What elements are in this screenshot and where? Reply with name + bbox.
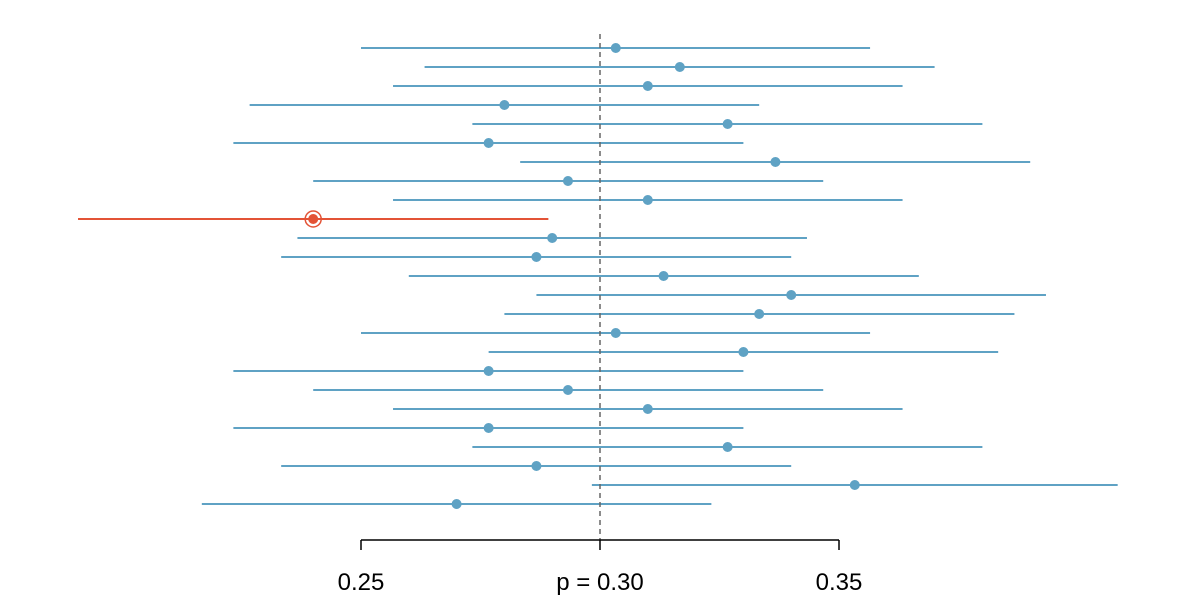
interval [313, 176, 824, 186]
estimate-point [642, 404, 653, 414]
x-tick-label: 0.35 [816, 569, 863, 596]
estimate-point [547, 233, 558, 243]
estimate-point [483, 423, 494, 433]
interval [424, 62, 935, 72]
estimate-point [642, 81, 653, 91]
interval [520, 157, 1031, 167]
x-axis: 0.25 p = 0.30 0.35 [338, 539, 863, 596]
estimate-point [642, 195, 653, 205]
interval [472, 442, 983, 452]
estimate-point [451, 499, 462, 509]
estimate-point [770, 157, 781, 167]
interval [249, 100, 760, 110]
x-tick-label: p = 0.30 [556, 569, 643, 596]
estimate-point [483, 366, 494, 376]
estimate-point [562, 176, 573, 186]
interval [361, 43, 871, 53]
interval [233, 423, 744, 433]
estimate-point [849, 480, 860, 490]
estimate-point [308, 214, 319, 224]
interval [201, 499, 712, 509]
estimate-point [722, 442, 733, 452]
estimate-point [610, 43, 621, 53]
interval [393, 81, 903, 91]
estimate-point [531, 461, 542, 471]
interval [361, 328, 871, 338]
interval [488, 347, 999, 357]
estimate-ring [304, 210, 322, 228]
estimate-point [531, 252, 542, 262]
estimate-point [483, 138, 494, 148]
interval-missed [78, 210, 549, 228]
interval [472, 119, 983, 129]
interval [408, 271, 919, 281]
estimate-point [722, 119, 733, 129]
interval [281, 252, 792, 262]
estimate-point [738, 347, 749, 357]
interval [393, 404, 903, 414]
estimate-point [610, 328, 621, 338]
interval [591, 480, 1118, 490]
interval [313, 385, 824, 395]
x-tick-label: 0.25 [338, 569, 385, 596]
interval [393, 195, 903, 205]
interval [504, 309, 1015, 319]
interval [281, 461, 792, 471]
estimate-point [562, 385, 573, 395]
estimate-point [786, 290, 797, 300]
interval [536, 290, 1046, 300]
estimate-point [754, 309, 765, 319]
interval [233, 366, 744, 376]
estimate-point [658, 271, 669, 281]
estimate-point [499, 100, 510, 110]
interval [297, 233, 807, 243]
interval [233, 138, 744, 148]
estimate-point [674, 62, 685, 72]
intervals-layer [78, 43, 1118, 509]
